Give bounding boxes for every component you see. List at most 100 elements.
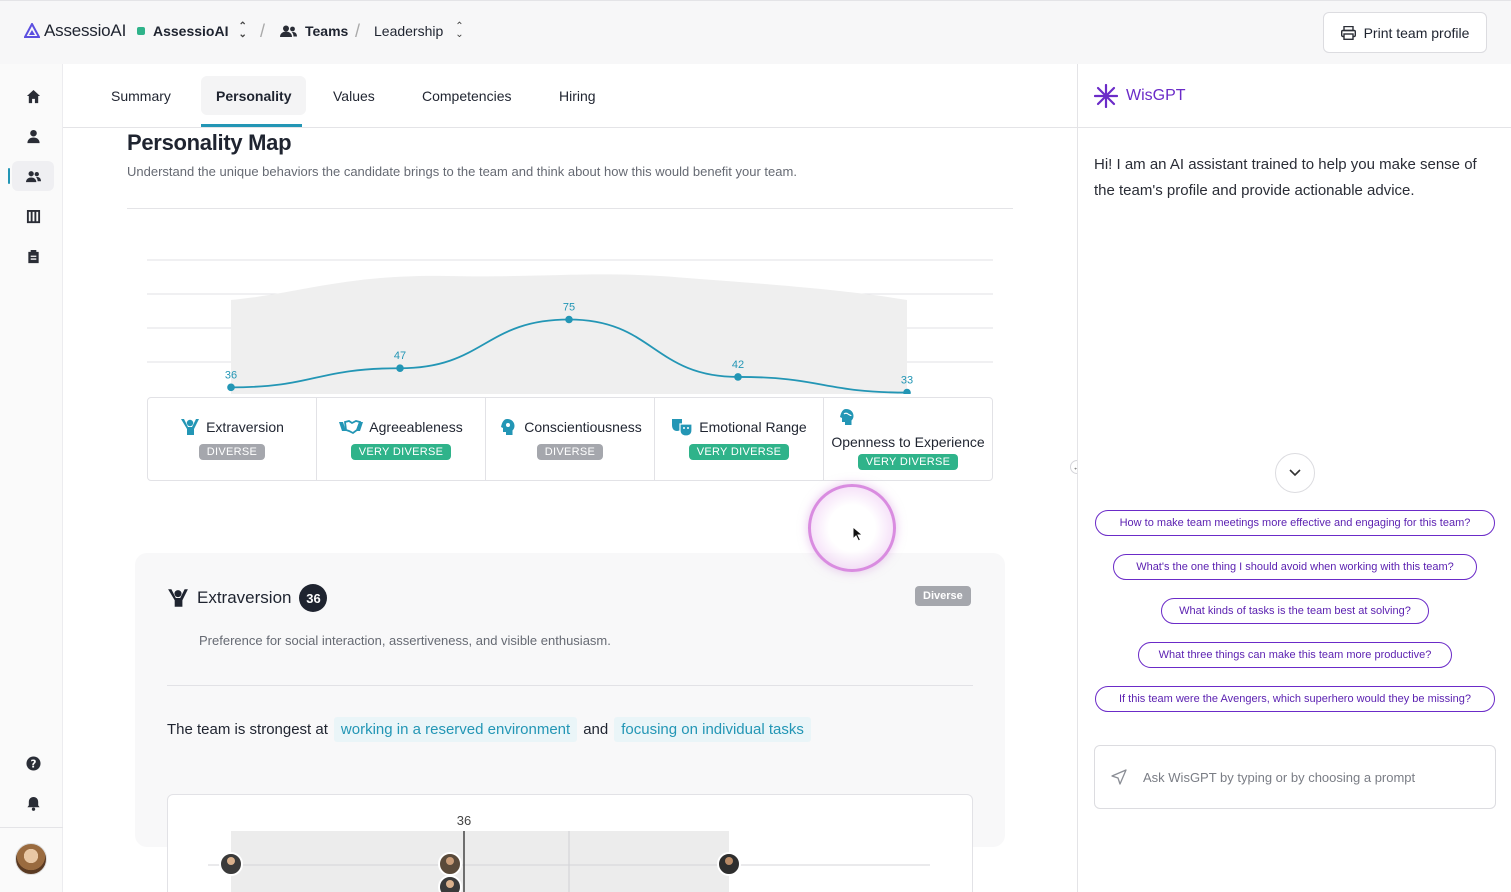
trait-header: Emotional Range [671, 418, 807, 436]
data-point-emotional-range [734, 373, 742, 381]
trait-card-emotional-range[interactable]: Emotional Range VERY DIVERSE [655, 398, 824, 480]
data-label: 33 [901, 375, 913, 387]
trait-description: Preference for social interaction, asser… [199, 633, 611, 648]
columns-icon [26, 209, 40, 223]
diversity-badge: VERY DIVERSE [857, 454, 959, 470]
suggested-prompt[interactable]: How to make team meetings more effective… [1095, 510, 1495, 536]
tab-values[interactable]: Values [318, 76, 390, 115]
trait-name: Conscientiousness [524, 419, 642, 435]
nav-candidates[interactable] [12, 121, 54, 151]
tab-personality[interactable]: Personality [201, 76, 307, 115]
trait-card-conscientiousness[interactable]: Conscientiousness DIVERSE [486, 398, 655, 480]
tab-summary[interactable]: Summary [96, 76, 186, 115]
brand-logo[interactable]: AssessioAI [24, 21, 126, 41]
wisgpt-title: WisGPT [1126, 86, 1186, 104]
nav-notifications[interactable] [12, 788, 54, 818]
breadcrumb-separator: / [260, 21, 266, 41]
tab-label: Personality [216, 87, 292, 104]
scroll-down-button[interactable] [1275, 453, 1315, 493]
trait-header: Extraversion [180, 418, 284, 436]
page-subtitle: Understand the unique behaviors the cand… [127, 164, 797, 179]
trait-card-extraversion[interactable]: Extraversion DIVERSE [148, 398, 317, 480]
section-divider [127, 208, 1013, 209]
tab-label: Values [333, 87, 375, 104]
nav-reports[interactable] [12, 201, 54, 231]
trait-detail-title: Extraversion [197, 588, 292, 607]
suggested-prompt[interactable]: What kinds of tasks is the team best at … [1161, 598, 1429, 624]
trait-card-agreeableness[interactable]: Agreeableness VERY DIVERSE [317, 398, 486, 480]
team-score-label: 36 [457, 813, 471, 828]
person-icon [26, 129, 40, 143]
click-highlight-ring [808, 484, 896, 572]
suggested-prompt[interactable]: If this team were the Avengers, which su… [1095, 686, 1495, 712]
head-gear-icon [501, 419, 515, 435]
member-avatar[interactable] [438, 875, 462, 892]
strength-highlight[interactable]: working in a reserved environment [333, 717, 578, 742]
strength-highlight[interactable]: focusing on individual tasks [614, 717, 811, 742]
team-icon [280, 25, 297, 37]
trait-summary-row: Extraversion DIVERSE Agreeableness VERY … [147, 397, 993, 481]
print-label: Print team profile [1363, 24, 1470, 41]
data-point-openness-to-experience [903, 388, 911, 394]
printer-icon [1340, 25, 1356, 40]
main-content: Summary Personality Values Competencies … [63, 64, 1077, 892]
chevron-down-icon [1289, 469, 1301, 477]
head-brain-icon [840, 409, 854, 425]
theater-masks-icon [672, 419, 693, 436]
org-switcher[interactable]: AssessioAI ⌃ ⌄ [137, 22, 247, 40]
distribution-svg: 36 [208, 813, 930, 892]
member-avatar[interactable] [717, 852, 741, 876]
nav-help[interactable]: ? [12, 748, 54, 778]
breadcrumb-teams[interactable]: Teams [280, 23, 348, 39]
team-strength-sentence: The team is strongest at working in a re… [167, 717, 811, 742]
tab-hiring[interactable]: Hiring [544, 76, 611, 115]
nav-home[interactable] [12, 81, 54, 111]
trait-name: Emotional Range [699, 419, 807, 435]
strength-conjunction: and [583, 721, 609, 738]
bell-icon [26, 796, 40, 811]
handshake-icon [339, 420, 364, 435]
ask-wisgpt-input[interactable]: Ask WisGPT by typing or by choosing a pr… [1094, 745, 1496, 809]
data-point-extraversion [227, 383, 235, 392]
diversity-badge: VERY DIVERSE [350, 444, 452, 460]
team-icon [25, 170, 41, 182]
data-label: 47 [394, 350, 406, 362]
clipboard-icon [27, 249, 39, 263]
distribution-band [231, 831, 729, 892]
member-avatar[interactable] [219, 852, 243, 876]
rail-divider [0, 827, 63, 828]
mouse-cursor-icon [852, 526, 864, 542]
user-avatar[interactable] [15, 843, 47, 875]
data-point-agreeableness [396, 364, 404, 373]
breadcrumb-teams-label: Teams [305, 23, 349, 39]
tab-label: Competencies [422, 87, 512, 104]
active-tab-indicator [201, 124, 302, 127]
trait-detail-header: Extraversion 36 [167, 584, 328, 612]
send-icon [1111, 769, 1127, 785]
trait-name: Extraversion [206, 419, 284, 435]
trait-header: Conscientiousness [498, 418, 642, 436]
data-point-conscientiousness [565, 315, 573, 324]
divider [167, 685, 973, 686]
nav-teams[interactable] [8, 161, 54, 191]
extraversion-icon [168, 589, 188, 607]
member-avatar[interactable] [438, 852, 462, 876]
tab-competencies[interactable]: Competencies [407, 76, 527, 115]
home-icon [26, 89, 40, 103]
data-label: 36 [225, 369, 237, 381]
team-switcher[interactable]: Leadership ⌃ ⌄ [374, 22, 464, 40]
nav-assessments[interactable] [12, 241, 54, 271]
trait-card-openness[interactable]: Openness to Experience VERY DIVERSE [824, 398, 992, 480]
tab-label: Summary [111, 87, 171, 104]
trait-header: Agreeableness [339, 418, 463, 436]
trait-score-badge: 36 [299, 584, 328, 612]
strength-prefix: The team is strongest at [167, 721, 328, 738]
suggested-prompt[interactable]: What's the one thing I should avoid when… [1113, 554, 1477, 580]
left-navigation-rail: ? [0, 64, 63, 892]
svg-text:?: ? [30, 758, 36, 770]
breadcrumb-separator: / [355, 21, 361, 41]
diversity-badge: DIVERSE [536, 444, 604, 460]
tab-label: Hiring [559, 87, 596, 104]
suggested-prompt[interactable]: What three things can make this team mor… [1138, 642, 1452, 668]
print-team-profile-button[interactable]: Print team profile [1323, 12, 1487, 53]
